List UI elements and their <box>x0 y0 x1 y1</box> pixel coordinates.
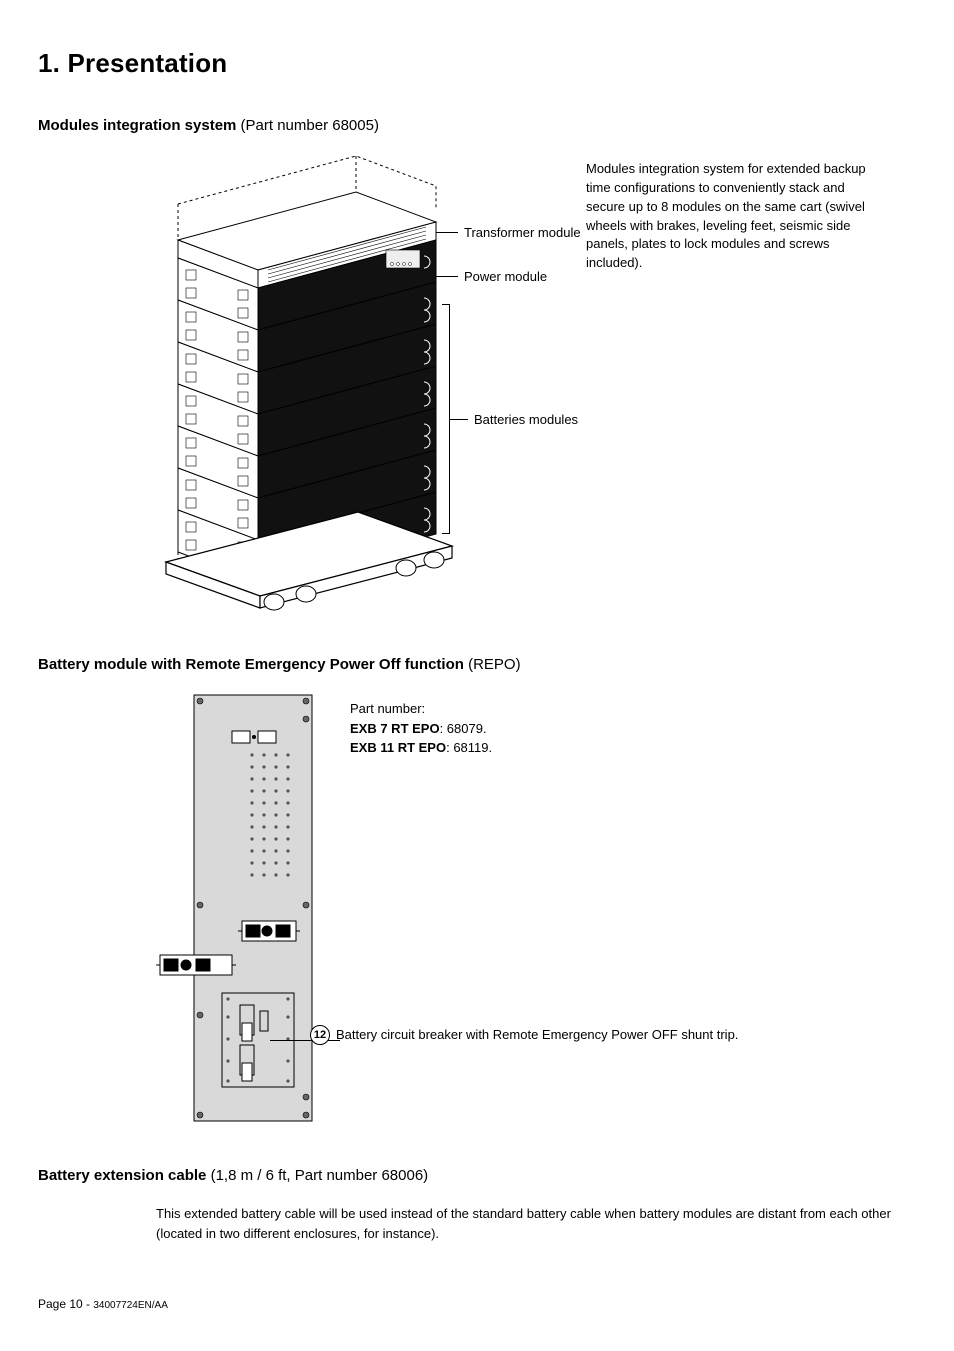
repo-part2-rest: : 68119. <box>446 740 492 755</box>
page-title: 1. Presentation <box>38 48 916 79</box>
repo-subheading-bold: Battery module with Remote Emergency Pow… <box>38 656 464 673</box>
repo-part-numbers: Part number: EXB 7 RT EPO: 68079. EXB 11… <box>350 699 916 758</box>
modules-side-text: Modules integration system for extended … <box>586 160 866 273</box>
modules-subheading-light: (Part number 68005) <box>236 117 379 134</box>
section-modules: Modules integration system (Part number … <box>38 117 916 612</box>
section-repo: Battery module with Remote Emergency Pow… <box>38 656 916 1123</box>
cable-body: This extended battery cable will be used… <box>156 1204 896 1243</box>
page-footer: Page 10 - 34007724EN/AA <box>38 1297 168 1311</box>
cable-subheading-light: (1,8 m / 6 ft, Part number 68006) <box>206 1167 428 1184</box>
repo-part1-rest: : 68079. <box>440 721 487 736</box>
repo-part-label: Part number: <box>350 699 916 719</box>
callout-12-text: Battery circuit breaker with Remote Emer… <box>336 1026 738 1045</box>
repo-part1-bold: EXB 7 RT EPO <box>350 721 440 736</box>
cable-subheading-bold: Battery extension cable <box>38 1167 206 1184</box>
rack-diagram: Transformer module Power module Batterie… <box>156 154 556 612</box>
callout-number-12: 12 <box>310 1025 330 1045</box>
footer-doc: 34007724EN/AA <box>93 1300 168 1311</box>
footer-page: Page 10 - <box>38 1297 93 1311</box>
modules-subheading: Modules integration system (Part number … <box>38 117 916 134</box>
battery-module-diagram <box>156 693 316 1123</box>
repo-subheading: Battery module with Remote Emergency Pow… <box>38 656 916 673</box>
callout-transformer: Transformer module <box>464 225 581 240</box>
repo-part2-bold: EXB 11 RT EPO <box>350 740 446 755</box>
repo-callout-12: 12 Battery circuit breaker with Remote E… <box>310 1025 738 1045</box>
cable-subheading: Battery extension cable (1,8 m / 6 ft, P… <box>38 1167 916 1184</box>
callout-power: Power module <box>464 269 547 284</box>
section-cable: Battery extension cable (1,8 m / 6 ft, P… <box>38 1167 916 1243</box>
modules-subheading-bold: Modules integration system <box>38 117 236 134</box>
repo-subheading-light: (REPO) <box>464 656 521 673</box>
callout-batteries: Batteries modules <box>474 412 578 427</box>
